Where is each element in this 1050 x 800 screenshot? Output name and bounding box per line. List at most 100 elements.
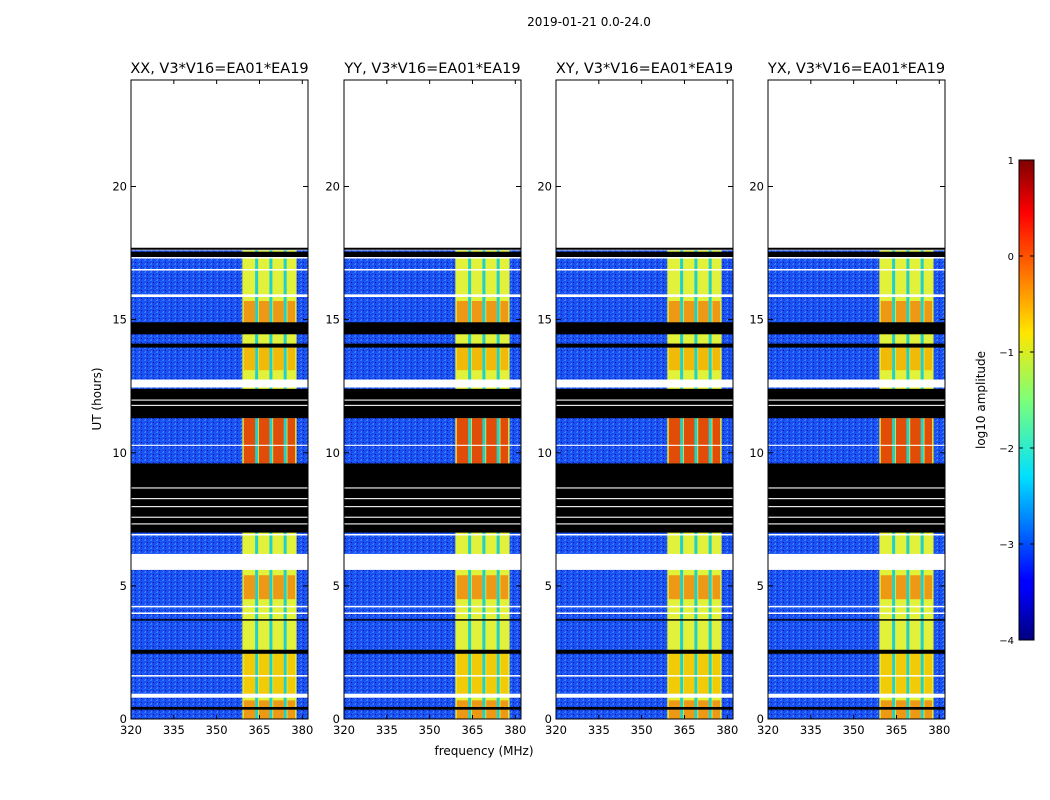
x-tick-label: 335 xyxy=(376,723,398,737)
gap-band xyxy=(344,294,521,297)
gap-band xyxy=(131,553,308,570)
rfi-hot-block xyxy=(471,346,483,371)
x-tick-label: 365 xyxy=(885,723,907,737)
rfi-hot-block xyxy=(698,649,709,696)
rfi-hot-block xyxy=(500,300,509,331)
rfi-hot-block xyxy=(273,649,284,696)
x-tick-label: 335 xyxy=(588,723,610,737)
flag-line xyxy=(556,404,733,407)
y-tick-label: 5 xyxy=(333,579,340,593)
gap-band xyxy=(131,379,308,388)
flagged-band xyxy=(556,343,733,348)
rfi-hot-block xyxy=(258,700,270,719)
gap-band xyxy=(344,553,521,570)
rfi-hot-block xyxy=(910,700,921,719)
flag-line xyxy=(131,487,308,489)
flagged-band xyxy=(131,251,308,258)
colorbar-tick-label: −3 xyxy=(999,540,1014,551)
flagged-band xyxy=(131,619,308,621)
flagged-band xyxy=(556,322,733,335)
rfi-hot-block xyxy=(668,300,681,331)
rfi-hot-block xyxy=(258,346,270,371)
flagged-band xyxy=(556,619,733,621)
x-tick-label: 320 xyxy=(545,723,567,737)
x-tick-label: 350 xyxy=(843,723,865,737)
rfi-hot-block xyxy=(880,649,893,696)
rfi-hot-block xyxy=(486,649,497,696)
gap-band xyxy=(556,605,733,608)
rfi-hot-block xyxy=(287,649,296,696)
rfi-hot-block xyxy=(243,300,256,331)
rfi-hot-block xyxy=(471,575,483,600)
flag-line xyxy=(556,444,733,446)
rfi-hot-block xyxy=(258,300,270,331)
flag-line xyxy=(768,399,945,401)
rfi-hot-block xyxy=(712,418,721,464)
gap-band xyxy=(131,533,308,536)
flag-line xyxy=(768,506,945,508)
rfi-hot-block xyxy=(895,346,907,371)
flagged-band xyxy=(556,388,733,419)
rfi-hot-block xyxy=(471,300,483,331)
flagged-band xyxy=(344,251,521,258)
y-tick-label: 15 xyxy=(325,313,340,327)
flagged-band xyxy=(344,388,521,419)
y-tick-label: 10 xyxy=(325,446,340,460)
x-tick-label: 380 xyxy=(504,723,526,737)
rfi-hot-block xyxy=(258,418,270,464)
rfi-hot-block xyxy=(287,346,296,371)
rfi-hot-block xyxy=(910,346,921,371)
flagged-band xyxy=(768,251,945,258)
flag-line xyxy=(131,498,308,500)
rfi-hot-block xyxy=(287,418,296,464)
rfi-hot-block xyxy=(471,418,483,464)
panel-title: XX, V3*V16=EA01*EA19 xyxy=(130,61,308,77)
gap-band xyxy=(344,269,521,271)
gap-band xyxy=(556,533,733,536)
rfi-hot-block xyxy=(895,649,907,696)
flagged-band xyxy=(556,247,733,250)
x-axis-label: frequency (MHz) xyxy=(434,744,533,758)
rfi-hot-block xyxy=(683,575,695,600)
x-tick-label: 335 xyxy=(163,723,185,737)
rfi-hot-block xyxy=(698,418,709,464)
flag-line xyxy=(131,444,308,446)
gap-band xyxy=(556,257,733,259)
gap-band xyxy=(131,693,308,698)
gap-band xyxy=(768,553,945,570)
rfi-hot-block xyxy=(486,346,497,371)
colorbar-tick-label: 1 xyxy=(1008,156,1014,167)
gap-band xyxy=(556,269,733,271)
gap-band xyxy=(768,294,945,297)
flag-line xyxy=(344,404,521,407)
y-tick-label: 0 xyxy=(757,712,764,726)
x-tick-label: 365 xyxy=(673,723,695,737)
rfi-hot-block xyxy=(243,346,256,371)
rfi-hot-block xyxy=(500,700,509,719)
flagged-band xyxy=(131,707,308,710)
rfi-hot-block xyxy=(273,575,284,600)
gap-band xyxy=(344,533,521,536)
y-tick-label: 5 xyxy=(545,579,552,593)
rfi-hot-block xyxy=(910,649,921,696)
flag-line xyxy=(556,506,733,508)
rfi-hot-block xyxy=(456,300,469,331)
rfi-hot-block xyxy=(924,346,933,371)
flag-line xyxy=(768,523,945,525)
rfi-hot-block xyxy=(273,346,284,371)
rfi-hot-block xyxy=(668,649,681,696)
gap-band xyxy=(556,675,733,677)
panel-2: YY, V3*V16=EA01*EA19 320 335 350 365 380 0 5 10 1… xyxy=(325,61,526,737)
gap-band xyxy=(768,533,945,536)
y-tick-label: 5 xyxy=(120,579,127,593)
rfi-hot-block xyxy=(698,575,709,600)
flag-line xyxy=(344,399,521,401)
flag-line xyxy=(768,498,945,500)
rfi-hot-block xyxy=(471,700,483,719)
rfi-hot-block xyxy=(668,575,681,600)
rfi-hot-block xyxy=(668,700,681,719)
rfi-hot-block xyxy=(258,649,270,696)
colorbar-gradient xyxy=(1018,159,1035,641)
rfi-hot-block xyxy=(698,300,709,331)
rfi-hot-block xyxy=(880,575,893,600)
